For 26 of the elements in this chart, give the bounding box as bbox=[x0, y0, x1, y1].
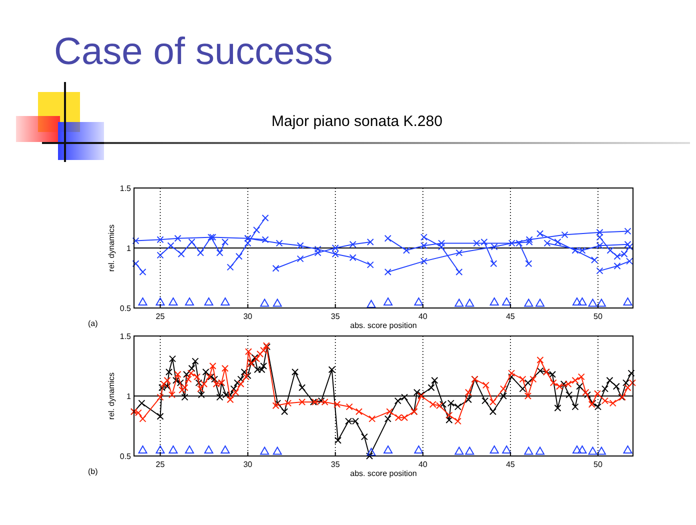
x-tick-label: 35 bbox=[330, 312, 340, 321]
x-tick-label: 35 bbox=[330, 460, 340, 469]
x-axis-title: abs. score position bbox=[350, 321, 417, 330]
y-tick-label: 1.5 bbox=[120, 184, 132, 193]
y-tick-label: 1.5 bbox=[120, 332, 132, 341]
y-axis-title: rel. dynamics bbox=[107, 224, 116, 272]
x-tick-label: 30 bbox=[243, 460, 253, 469]
x-tick-label: 40 bbox=[418, 312, 428, 321]
y-tick-label: 0.5 bbox=[120, 304, 132, 313]
y-tick-label: 1 bbox=[126, 244, 132, 253]
x-tick-label: 25 bbox=[156, 312, 166, 321]
x-tick-label: 30 bbox=[243, 312, 253, 321]
text: (a) bbox=[88, 319, 98, 328]
y-tick-label: 0.5 bbox=[120, 452, 132, 461]
y-axis-title: rel. dynamics bbox=[107, 372, 116, 420]
chart-title: Case of success bbox=[54, 31, 333, 73]
x-tick-label: 50 bbox=[594, 460, 603, 469]
y-tick-label: 1 bbox=[126, 392, 132, 401]
x-axis-title: abs. score position bbox=[350, 469, 417, 478]
x-tick-label: 25 bbox=[156, 460, 166, 469]
x-tick-label: 45 bbox=[506, 312, 516, 321]
x-tick-label: 50 bbox=[594, 312, 603, 321]
chart-subtitle: Major piano sonata K.280 bbox=[272, 113, 442, 130]
x-tick-label: 45 bbox=[506, 460, 516, 469]
x-tick-label: 40 bbox=[418, 460, 428, 469]
text: (b) bbox=[88, 467, 98, 476]
